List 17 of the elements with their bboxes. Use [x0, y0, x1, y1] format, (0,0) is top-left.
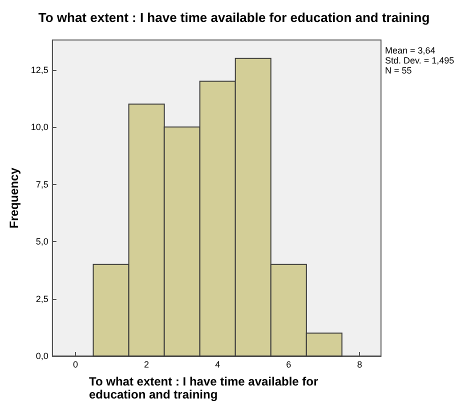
x-tick-label: 4 [215, 360, 220, 370]
y-tick-label: 0,0 [36, 351, 48, 361]
x-tick-label: 0 [73, 360, 78, 370]
text: N = 55 [385, 66, 412, 76]
y-tick-label: 2,5 [36, 294, 48, 304]
chart-title: To what extent : I have time available for education and training [38, 10, 430, 25]
x-axis-title: To what extent : I have time available for education and training [89, 374, 322, 402]
x-tick-label: 6 [286, 360, 292, 370]
y-tick-label: 10,0 [30, 122, 48, 132]
y-axis-title: Frequency [7, 167, 21, 228]
text: Mean = 3,64 [385, 46, 436, 56]
text: Std. Dev. = 1,495 [385, 56, 454, 66]
y-tick-label: 12,5 [30, 64, 48, 75]
y-tick-label: 5,0 [36, 236, 48, 247]
x-tick-label: 8 [357, 360, 362, 370]
x-tick-label: 2 [144, 360, 150, 370]
y-tick-label: 7,5 [36, 179, 48, 190]
